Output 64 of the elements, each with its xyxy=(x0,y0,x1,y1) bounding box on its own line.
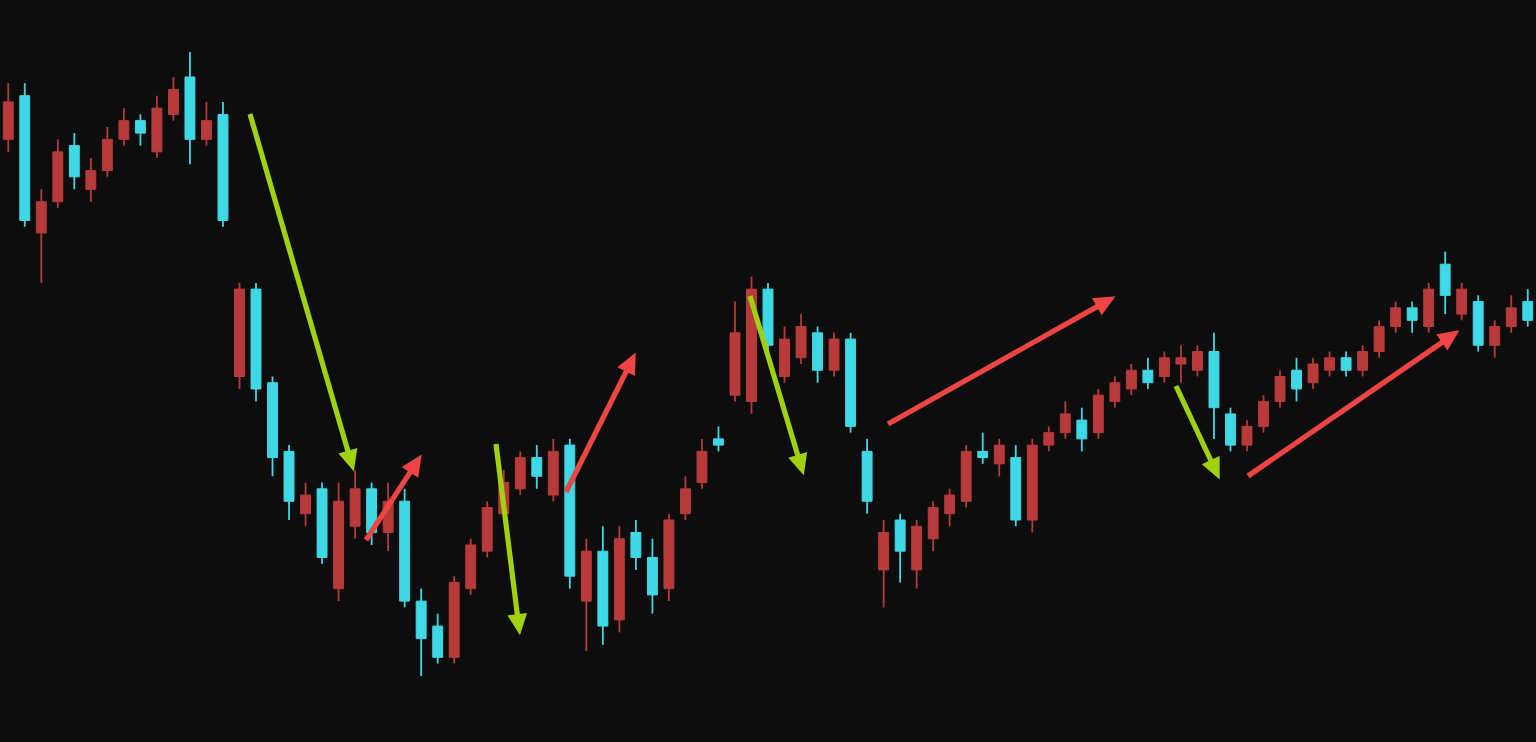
candlestick xyxy=(894,512,906,584)
candlestick xyxy=(1158,350,1170,384)
candlestick xyxy=(1076,406,1088,453)
candlestick xyxy=(1175,344,1187,384)
candlestick xyxy=(1423,281,1435,334)
candlestick xyxy=(1241,419,1253,453)
candlestick xyxy=(300,481,312,528)
candlestick xyxy=(1357,344,1369,378)
candlestick xyxy=(993,437,1005,478)
candlestick xyxy=(1340,350,1352,378)
candlestick xyxy=(828,331,840,378)
candlestick xyxy=(1406,300,1418,334)
candlestick xyxy=(679,475,691,521)
candlestick xyxy=(1092,388,1104,440)
candlestick xyxy=(2,82,14,153)
candlestick xyxy=(201,101,212,147)
candlestick xyxy=(977,431,989,465)
candlestick xyxy=(1191,344,1203,378)
candlestick xyxy=(1505,294,1517,334)
candlestick xyxy=(795,313,807,365)
candlestick xyxy=(514,450,526,496)
candlestick xyxy=(1142,356,1154,390)
candlestick xyxy=(1373,319,1385,359)
candlestick xyxy=(531,444,543,490)
candlestick xyxy=(1274,369,1286,409)
candlestick xyxy=(118,107,130,147)
candlestick xyxy=(1125,363,1137,397)
candlestick xyxy=(151,94,163,159)
candlestick xyxy=(1258,394,1269,434)
candlestick xyxy=(1390,300,1402,334)
candlestick xyxy=(646,537,658,615)
candlestick xyxy=(167,76,179,122)
candlestick xyxy=(432,612,444,665)
candlestick xyxy=(547,437,559,503)
candlestick xyxy=(1307,356,1319,390)
candlestick xyxy=(101,125,113,178)
candlestick xyxy=(1439,250,1451,315)
candlestick xyxy=(1489,319,1501,359)
candlestick xyxy=(696,437,708,490)
candlestick xyxy=(713,425,724,453)
candlestick xyxy=(779,325,790,384)
candlestick xyxy=(68,132,80,191)
candlestick xyxy=(481,500,493,559)
candlestick xyxy=(1472,294,1484,353)
candlestick xyxy=(1291,356,1302,403)
candlestick xyxy=(911,519,923,590)
candlestick xyxy=(35,188,47,284)
candlestick xyxy=(85,157,97,203)
candlestick xyxy=(944,487,956,528)
candlestick xyxy=(1059,400,1071,440)
candlestick xyxy=(415,587,427,677)
candlestick xyxy=(465,537,477,596)
candlestick xyxy=(1456,281,1468,322)
candlestick xyxy=(1043,425,1055,453)
candlestick xyxy=(349,469,361,540)
candlestick xyxy=(812,325,824,384)
candlestick xyxy=(927,500,939,553)
candlestick xyxy=(630,519,642,571)
candlestick xyxy=(878,519,890,609)
candlestick xyxy=(1522,288,1534,328)
candlestick xyxy=(1324,350,1336,378)
candlestick xyxy=(1225,406,1236,453)
candlestick xyxy=(134,113,146,147)
candlestick xyxy=(1109,375,1121,409)
